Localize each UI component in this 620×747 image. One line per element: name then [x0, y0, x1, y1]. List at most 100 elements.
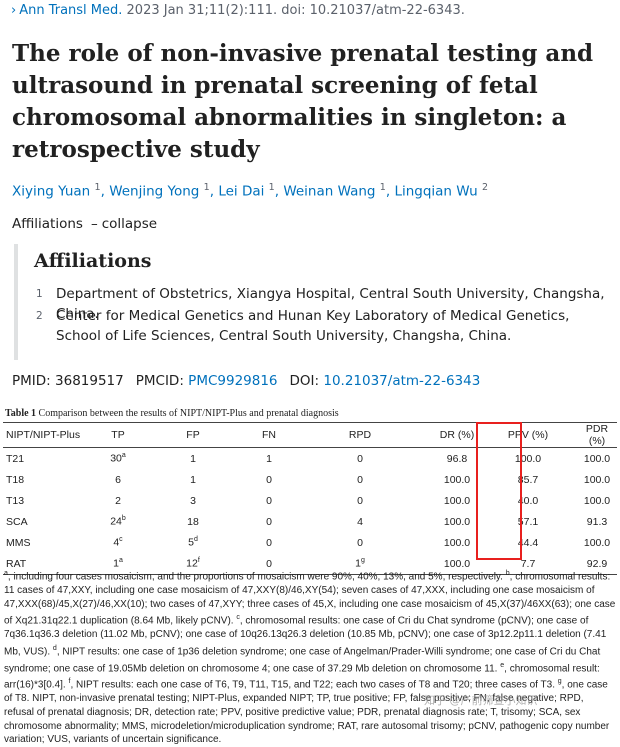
- table-cell: T13: [6, 494, 25, 507]
- table-cell: 4c: [113, 536, 123, 549]
- table-row: SCA 24b 18 0 4 100.0 57.1 91.3: [3, 511, 617, 532]
- table-cell: 0: [357, 494, 363, 507]
- footnote-mark: c: [119, 536, 123, 544]
- author-link[interactable]: Xiying Yuan: [12, 183, 91, 200]
- table-cell: MMS: [6, 536, 31, 549]
- table-row: T18 6 1 0 0 100.0 85.7 100.0: [3, 469, 617, 490]
- pmcid-label: PMCID:: [135, 373, 189, 389]
- table-cell: 0: [357, 536, 363, 549]
- footnote-mark: g: [360, 557, 365, 565]
- table-cell: 100.0: [583, 473, 611, 486]
- affiliation-text: Department of Obstetrics, Xiangya Hospit…: [56, 286, 605, 322]
- table-cell: 0: [266, 515, 272, 528]
- author-link[interactable]: Weinan Wang: [283, 183, 376, 200]
- column-header: PPV (%): [507, 429, 549, 441]
- author-link[interactable]: Wenjing Yong: [109, 183, 200, 200]
- affiliation-number: 1: [36, 288, 43, 300]
- table-header-row: NIPT/NIPT-Plus TP FP FN RPD DR (%) PPV (…: [3, 422, 617, 448]
- table-cell: 30a: [110, 452, 126, 465]
- table-cell: 0: [266, 473, 272, 486]
- table-cell: 0: [266, 557, 272, 570]
- author-affiliation-number: 1: [94, 182, 101, 193]
- footnote-mark: f: [197, 557, 200, 565]
- table-cell: 100.0: [443, 536, 471, 549]
- pmid-value: 36819517: [55, 373, 124, 389]
- table-cell: 44.4: [517, 536, 539, 549]
- column-header: RPD: [348, 429, 372, 441]
- table-cell: 100.0: [583, 494, 611, 507]
- table-cell: 3: [190, 494, 196, 507]
- column-header: NIPT/NIPT-Plus: [6, 429, 81, 441]
- chevron-right-icon: ›: [11, 3, 17, 18]
- author-affiliation-number: 1: [268, 182, 275, 193]
- author-link[interactable]: Lei Dai: [218, 183, 265, 200]
- table-caption-label: Table 1: [5, 408, 37, 419]
- doi-link[interactable]: 10.21037/atm-22-6343: [323, 373, 481, 389]
- table-cell: 18: [187, 515, 199, 528]
- table-cell: 4: [357, 515, 363, 528]
- watermark: 知乎 @产前筛查小知识: [424, 694, 538, 707]
- column-header: FP: [186, 429, 200, 441]
- collapse-label: collapse: [101, 216, 158, 232]
- table-cell: 6: [115, 473, 121, 486]
- column-header: PDR (%): [585, 423, 609, 447]
- footnote-mark: b: [121, 515, 126, 523]
- footnote-mark: d: [193, 536, 198, 544]
- pmid-label: PMID:: [12, 373, 56, 389]
- table-cell: 12f: [186, 557, 200, 570]
- affiliation-number: 2: [36, 310, 43, 322]
- journal-link[interactable]: Ann Transl Med.: [19, 3, 123, 18]
- affiliations-toggle-label: Affiliations: [12, 216, 83, 232]
- table-cell: T18: [6, 473, 25, 486]
- footnote-mark: a: [121, 452, 126, 460]
- article-title: The role of non-invasive prenatal testin…: [12, 40, 594, 163]
- table-cell: 100.0: [443, 473, 471, 486]
- author-affiliation-number: 2: [482, 182, 489, 193]
- pmcid-link[interactable]: PMC9929816: [188, 373, 278, 389]
- table-cell: 2: [115, 494, 121, 507]
- table-cell: 7.7: [520, 557, 536, 570]
- ppv-highlight-box: [476, 422, 522, 560]
- table-cell: 1g: [355, 557, 365, 570]
- table-cell: SCA: [6, 515, 28, 528]
- author-list: Xiying Yuan 1, Wenjing Yong 1, Lei Dai 1…: [12, 182, 489, 200]
- table-cell: 0: [266, 494, 272, 507]
- table-cell: T21: [6, 452, 25, 465]
- table-cell: 100.0: [583, 452, 611, 465]
- column-header: DR (%): [439, 429, 475, 441]
- table-cell: RAT: [6, 557, 27, 570]
- doi-label: DOI:: [289, 373, 324, 389]
- table-cell: 100.0: [443, 515, 471, 528]
- table-cell: 91.3: [586, 515, 608, 528]
- journal-citation: › Ann Transl Med. 2023 Jan 31;11(2):111. …: [11, 3, 465, 18]
- table-caption: Table 1 Comparison between the results o…: [5, 408, 339, 419]
- table-cell: 1: [266, 452, 272, 465]
- footnote-mark: a: [118, 557, 123, 565]
- table-cell: 85.7: [517, 473, 539, 486]
- table-row: T13 2 3 0 0 100.0 40.0 100.0: [3, 490, 617, 511]
- table-cell: 1a: [113, 557, 123, 570]
- article-identifiers: PMID: 36819517 PMCID: PMC9929816 DOI: 10.2…: [12, 373, 480, 389]
- affiliations-toggle[interactable]: Affiliations – collapse: [12, 216, 157, 232]
- table-cell: 92.9: [586, 557, 608, 570]
- affiliation-item: 1 Department of Obstetrics, Xiangya Hosp…: [36, 284, 616, 324]
- table-cell: 57.1: [517, 515, 539, 528]
- table-cell: 96.8: [446, 452, 468, 465]
- table-row: MMS 4c 5d 0 0 100.0 44.4 100.0: [3, 532, 617, 553]
- table-row: RAT 1a 12f 0 1g 100.0 7.7 92.9: [3, 553, 617, 575]
- author-affiliation-number: 1: [379, 182, 386, 193]
- affiliation-text: Center for Medical Genetics and Hunan Ke…: [56, 308, 570, 344]
- table-cell: 0: [357, 452, 363, 465]
- table-cell: 1: [190, 473, 196, 486]
- citation-text: 2023 Jan 31;11(2):111. doi: 10.21037/atm…: [122, 3, 465, 18]
- table-cell: 0: [357, 473, 363, 486]
- column-header: FN: [262, 429, 276, 441]
- table-cell: 0: [266, 536, 272, 549]
- column-header: TP: [111, 429, 125, 441]
- author-affiliation-number: 1: [203, 182, 210, 193]
- table-caption-text: Comparison between the results of NIPT/N…: [36, 408, 339, 419]
- table-footnote: a, including four cases mosaicism, and t…: [4, 570, 616, 746]
- minus-icon: –: [90, 216, 98, 232]
- comparison-table: NIPT/NIPT-Plus TP FP FN RPD DR (%) PPV (…: [3, 422, 617, 575]
- author-link[interactable]: Lingqian Wu: [394, 183, 478, 200]
